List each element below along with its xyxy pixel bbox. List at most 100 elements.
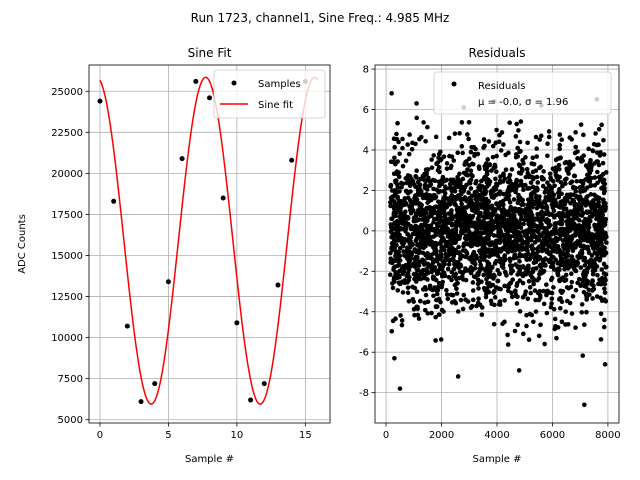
residual-point <box>523 174 529 180</box>
residual-point <box>406 260 412 266</box>
residual-point <box>521 331 526 337</box>
residual-point <box>509 167 515 172</box>
residual-point <box>587 218 593 224</box>
residual-point <box>596 249 601 255</box>
residual-point <box>466 190 471 195</box>
residual-point <box>501 214 507 220</box>
residual-point <box>536 333 542 339</box>
residual-point <box>400 243 406 249</box>
residual-point <box>578 184 583 190</box>
residual-point <box>503 152 508 158</box>
residual-point <box>414 175 419 180</box>
residual-point <box>519 202 524 208</box>
residual-point <box>492 244 498 249</box>
residual-point <box>519 237 525 243</box>
residual-point <box>516 128 521 133</box>
residual-point <box>427 194 433 199</box>
residual-point <box>584 291 590 297</box>
residual-point <box>407 198 413 203</box>
residuals-y-ticks: -8 -6 -4 -2 0 2 4 6 8 <box>359 65 375 399</box>
residual-point <box>602 246 607 251</box>
residual-point <box>410 296 416 302</box>
residual-point <box>444 243 450 249</box>
residual-point <box>512 253 517 259</box>
residual-point <box>556 204 561 209</box>
residual-point <box>571 226 577 231</box>
residual-point <box>526 221 531 227</box>
residual-point <box>391 204 397 210</box>
residual-point <box>445 226 451 232</box>
residual-point <box>513 134 519 139</box>
residual-point <box>473 146 478 152</box>
residual-point <box>427 286 433 291</box>
residual-point <box>527 285 533 290</box>
residual-point <box>600 171 606 177</box>
residual-point <box>602 317 607 323</box>
residual-point <box>585 172 590 178</box>
residual-point <box>524 166 530 172</box>
residual-point <box>592 224 598 230</box>
residual-point <box>496 286 502 292</box>
residual-point <box>423 253 429 258</box>
residual-point <box>530 184 536 190</box>
residual-point <box>460 207 466 213</box>
residual-point <box>425 223 430 229</box>
residual-point <box>550 205 556 210</box>
residual-point <box>598 337 604 342</box>
residual-point <box>447 202 453 207</box>
residual-point <box>487 250 493 255</box>
residual-point <box>571 259 576 265</box>
residual-point <box>473 210 478 215</box>
residual-point <box>600 216 605 222</box>
residuals-legend: Residuals μ = -0.0, σ = 1.96 <box>433 71 612 115</box>
residual-point <box>453 300 459 306</box>
residual-point <box>526 278 532 284</box>
residual-point <box>448 292 454 298</box>
residual-point <box>487 242 493 248</box>
residual-point <box>417 298 423 304</box>
residual-point <box>455 215 460 221</box>
residual-point <box>479 178 484 184</box>
sample-point <box>220 195 226 201</box>
residual-point <box>540 269 546 275</box>
residual-outlier-point <box>397 386 403 391</box>
residual-point <box>533 297 538 303</box>
residual-point <box>459 196 464 202</box>
residual-point <box>604 264 609 270</box>
residual-point <box>603 206 608 212</box>
residual-point <box>560 210 566 216</box>
residual-point <box>434 297 439 303</box>
residual-point <box>441 230 447 235</box>
residual-point <box>519 253 525 258</box>
residual-point <box>497 191 502 197</box>
residual-point <box>432 178 438 184</box>
residual-point <box>567 162 572 168</box>
residual-point <box>512 222 517 227</box>
residual-point <box>390 285 396 291</box>
residual-point <box>433 287 439 293</box>
residual-point <box>413 213 419 219</box>
residual-point <box>581 270 587 276</box>
residual-point <box>600 160 606 166</box>
residual-point <box>573 233 578 238</box>
residuals-ytick-label: 6 <box>363 105 369 116</box>
residual-point <box>488 228 494 234</box>
residual-point <box>589 163 594 169</box>
residual-point <box>455 150 461 156</box>
residual-point <box>508 270 514 276</box>
residual-point <box>483 189 489 194</box>
residual-point <box>535 277 540 283</box>
residual-point <box>391 212 397 217</box>
residuals-xtick-label: 4000 <box>484 430 509 441</box>
residual-point <box>441 218 447 223</box>
residual-point <box>454 286 459 292</box>
residual-point <box>453 184 459 190</box>
residual-point <box>544 310 550 316</box>
residual-point <box>466 136 471 142</box>
residual-point <box>501 171 506 176</box>
residual-point <box>570 162 576 167</box>
residual-point <box>578 156 583 162</box>
residual-point <box>581 132 586 138</box>
residual-point <box>583 197 589 202</box>
residual-point <box>507 221 513 227</box>
